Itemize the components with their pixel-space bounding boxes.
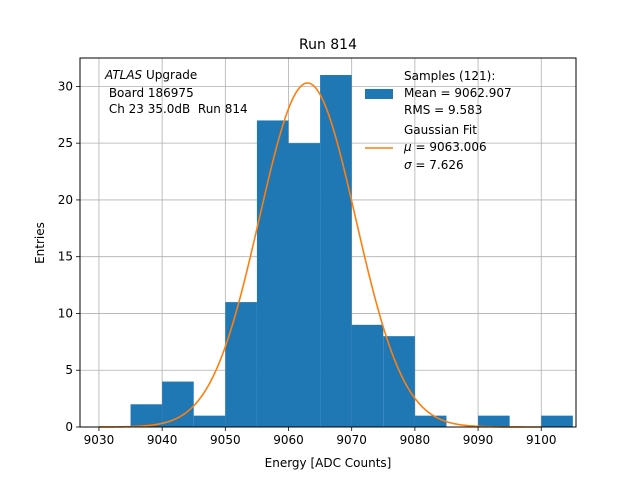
y-tick-label: 10 (58, 306, 73, 320)
legend-mu-symbol: μ (403, 140, 412, 154)
legend-fit-line-1: Gaussian Fit (404, 123, 477, 137)
histogram-bars (130, 75, 573, 428)
histogram-bar (225, 302, 257, 427)
y-tick-label: 15 (58, 250, 73, 264)
x-tick-label: 9050 (210, 433, 241, 447)
histogram-bar (193, 415, 226, 427)
histogram-bar (478, 415, 510, 427)
histogram-bar (130, 404, 163, 427)
legend-mu-value: = 9063.006 (412, 140, 487, 154)
histogram-bar (541, 415, 573, 427)
x-tick-label: 9100 (526, 433, 557, 447)
x-axis-label: Energy [ADC Counts] (265, 456, 392, 470)
y-axis-ticks: 0 5 10 15 20 25 30 (58, 79, 80, 434)
legend-samples-line-1: Samples (121): (404, 69, 495, 83)
y-tick-label: 0 (65, 420, 73, 434)
x-tick-label: 9060 (273, 433, 304, 447)
y-tick-label: 30 (58, 79, 73, 93)
y-tick-label: 5 (65, 363, 73, 377)
annotation-line-3: Ch 23 35.0dB Run 814 (105, 102, 248, 116)
x-tick-label: 9040 (147, 433, 178, 447)
histogram-bar (383, 336, 415, 427)
histogram-bar (288, 143, 321, 427)
plot-frame (79, 57, 577, 428)
x-tick-label: 9090 (463, 433, 494, 447)
histogram-bar (256, 120, 289, 427)
y-tick-label: 25 (58, 136, 73, 150)
histogram-bar (162, 381, 194, 427)
x-tick-label: 9070 (336, 433, 367, 447)
legend: Samples (121): Mean = 9062.907 RMS = 9.5… (365, 69, 512, 172)
gaussian-fit-curve (98, 82, 542, 428)
y-axis-label: Entries (33, 222, 47, 264)
annotation-atlas: ATLAS (104, 68, 143, 82)
atlas-annotation: ATLAS Upgrade Board 186975 Ch 23 35.0dB … (104, 68, 248, 116)
chart-title: Run 814 (299, 37, 357, 53)
y-tick-label: 20 (58, 193, 73, 207)
legend-samples-line-2: Mean = 9062.907 (404, 86, 512, 100)
x-tick-label: 9080 (400, 433, 431, 447)
histogram-bar (414, 415, 447, 427)
x-tick-label: 9030 (84, 433, 115, 447)
legend-fit-sigma: σ = 7.626 (404, 158, 464, 172)
legend-sigma-value: = 7.626 (412, 158, 464, 172)
histogram-bar (351, 324, 384, 427)
legend-sigma-symbol: σ (404, 158, 412, 172)
histogram-bar (320, 75, 352, 428)
x-axis-ticks: 9030 9040 9050 9060 9070 9080 9090 9100 (84, 427, 557, 447)
annotation-line-1: ATLAS Upgrade (104, 68, 197, 82)
legend-samples-line-3: RMS = 9.583 (404, 103, 482, 117)
annotation-line-2: Board 186975 (105, 86, 194, 100)
legend-samples-swatch (365, 89, 393, 99)
annotation-upgrade: Upgrade (142, 68, 197, 82)
legend-fit-mu: μ = 9063.006 (403, 140, 487, 154)
